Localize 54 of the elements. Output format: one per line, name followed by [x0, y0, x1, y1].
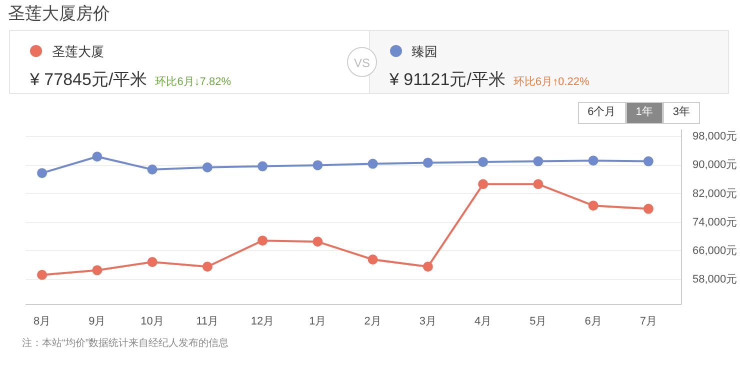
point: [478, 179, 488, 190]
point: [37, 168, 48, 178]
x-tick-label: 11月: [196, 316, 219, 328]
point: [588, 156, 598, 166]
x-tick-label: 3月: [419, 316, 436, 328]
y-tick-label: 58,000元: [692, 274, 738, 286]
point: [422, 158, 433, 168]
point: [478, 157, 488, 167]
x-tick-label: 1月: [309, 316, 326, 328]
text: 环比6月↑0.22%: [513, 76, 590, 88]
x-tick-label: 10月: [140, 316, 164, 328]
x-tick-label: 2月: [364, 316, 382, 328]
point: [258, 161, 268, 172]
point: [368, 158, 378, 169]
point: [37, 270, 48, 280]
point: [533, 179, 544, 190]
text: 6个月: [578, 102, 626, 124]
point: [368, 254, 378, 264]
x-tick-label: 5月: [530, 316, 547, 328]
text: ¥ 91121元/平米: [390, 70, 506, 89]
y-tick-label: 90,000元: [692, 159, 738, 172]
y-tick-label: 74,000元: [692, 216, 738, 228]
point: [643, 204, 654, 214]
point: [202, 162, 212, 172]
point: [258, 236, 268, 246]
text: 3年: [662, 102, 700, 124]
x-tick-label: 8月: [33, 316, 51, 328]
point: [147, 257, 158, 267]
legend-label: 臻园: [410, 43, 438, 61]
y-tick-label: 82,000元: [692, 188, 738, 200]
text: VS: [347, 47, 377, 77]
x-tick-label: 7月: [640, 316, 657, 328]
y-tick-label: 66,000元: [692, 244, 738, 257]
point: [312, 160, 323, 170]
point: [643, 156, 654, 166]
text: ¥ 77845元/平米: [30, 70, 148, 89]
point: [312, 236, 323, 247]
text: 环比6月↓7.82%: [155, 76, 231, 88]
point: [92, 152, 102, 162]
point: [588, 200, 598, 211]
point: [422, 262, 433, 272]
chart-title: 圣莲大厦房价: [8, 3, 110, 25]
text: 注：本站“均价”数据统计来自经纪人发布的信息: [22, 337, 229, 351]
x-tick-label: 9月: [88, 316, 106, 328]
x-tick-label: 6月: [584, 316, 602, 328]
point: [92, 265, 102, 276]
point: [147, 164, 158, 174]
y-tick-label: 98,000元: [692, 130, 738, 143]
point: [533, 156, 544, 166]
legend-label: 圣莲大厦: [51, 43, 105, 61]
x-tick-label: 12月: [250, 316, 274, 328]
point: [202, 262, 212, 272]
x-tick-label: 4月: [474, 316, 492, 328]
text: 1年: [626, 102, 663, 124]
